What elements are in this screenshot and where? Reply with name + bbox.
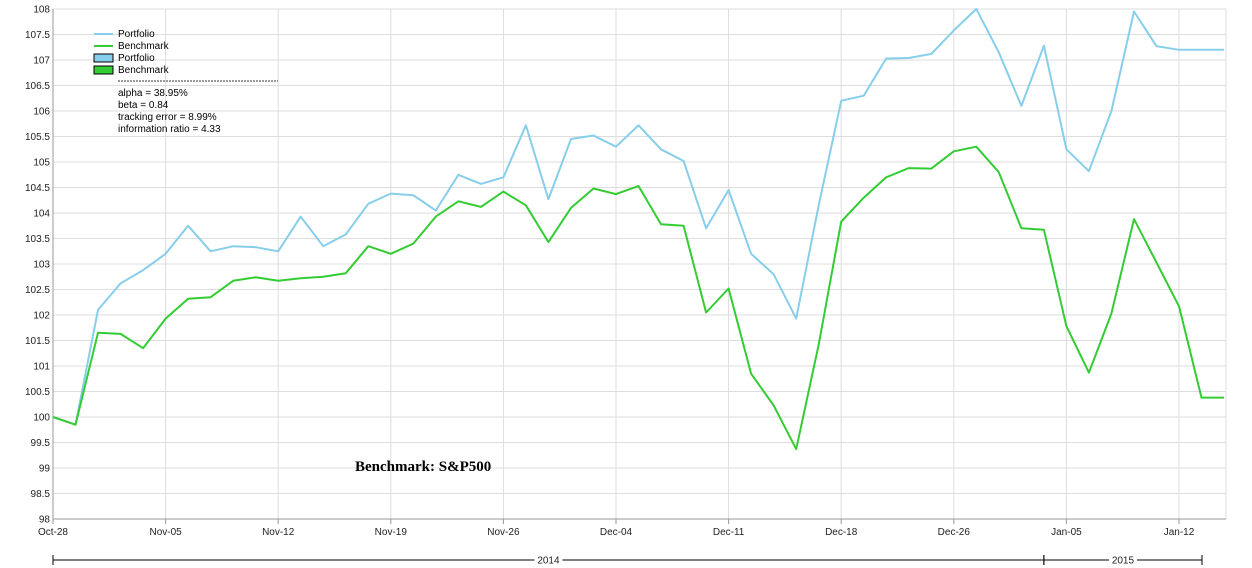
y-tick-label: 104.5 [25, 183, 50, 194]
year-label: 2015 [1112, 556, 1135, 567]
y-tick-label: 106.5 [25, 81, 50, 92]
y-tick-label: 98 [39, 515, 51, 526]
y-tick-label: 105 [33, 158, 50, 169]
legend-label-benchmark-box: Benchmark [118, 65, 170, 76]
x-tick-label: Jan-12 [1164, 527, 1195, 538]
year-label: 2014 [537, 556, 560, 567]
y-tick-label: 103.5 [25, 234, 50, 245]
series-group [52, 8, 1224, 451]
stat-beta: beta = 0.84 [118, 100, 169, 111]
series-line-benchmark [52, 145, 1224, 451]
x-tick-label: Dec-18 [825, 527, 858, 538]
y-tick-label: 106 [33, 107, 50, 118]
y-tick-label: 108 [33, 5, 50, 16]
stat-information-ratio: information ratio = 4.33 [118, 124, 221, 135]
x-tick-label: Oct-28 [38, 527, 68, 538]
y-tick-label: 102.5 [25, 285, 50, 296]
y-tick-label: 105.5 [25, 132, 50, 143]
legend-label-portfolio-line: Portfolio [118, 29, 155, 40]
y-tick-label: 107 [33, 56, 50, 67]
x-tick-label: Jan-05 [1051, 527, 1082, 538]
y-tick-label: 101 [33, 362, 50, 373]
legend-label-benchmark-line: Benchmark [118, 41, 170, 52]
stat-alpha: alpha = 38.95% [118, 88, 188, 99]
axes [52, 9, 1226, 520]
y-tick-label: 100 [33, 413, 50, 424]
x-tick-label: Dec-11 [713, 527, 745, 538]
y-tick-label: 103 [33, 260, 50, 271]
y-tick-label: 101.5 [25, 336, 50, 347]
legend-label-portfolio-box: Portfolio [118, 53, 155, 64]
y-tick-label: 98.5 [31, 489, 51, 500]
legend-box-portfolio [93, 53, 114, 63]
legend: Portfolio Benchmark Portfolio Benchmark … [93, 29, 278, 135]
series-line-portfolio [52, 8, 1224, 426]
benchmark-annotation: Benchmark: S&P500 [355, 459, 491, 475]
year-axis: 2014 2015 [52, 555, 1203, 567]
y-tick-label: 107.5 [25, 30, 50, 41]
x-tick-label: Nov-12 [262, 527, 295, 538]
y-tick-label: 104 [33, 209, 50, 220]
y-axis-ticks: 98 98.5 99 99.5 100 100.5 101 101.5 102 102.5 103 1… [25, 5, 50, 526]
x-tick-label: Nov-26 [487, 527, 520, 538]
x-tick-label: Dec-04 [600, 527, 633, 538]
x-tick-label: Dec-26 [938, 527, 971, 538]
grid [52, 8, 1227, 520]
y-tick-label: 100.5 [25, 387, 50, 398]
legend-box-benchmark [93, 65, 114, 75]
x-axis-ticks: Oct-28 Nov-05 Nov-12 Nov-19 Nov-26 Dec-04 Dec-… [38, 519, 1195, 538]
x-tick-label: Nov-19 [375, 527, 408, 538]
x-tick-label: Nov-05 [149, 527, 182, 538]
y-tick-label: 99 [39, 464, 51, 475]
y-tick-label: 99.5 [31, 438, 51, 449]
stat-tracking-error: tracking error = 8.99% [118, 112, 217, 123]
y-tick-label: 102 [33, 311, 50, 322]
